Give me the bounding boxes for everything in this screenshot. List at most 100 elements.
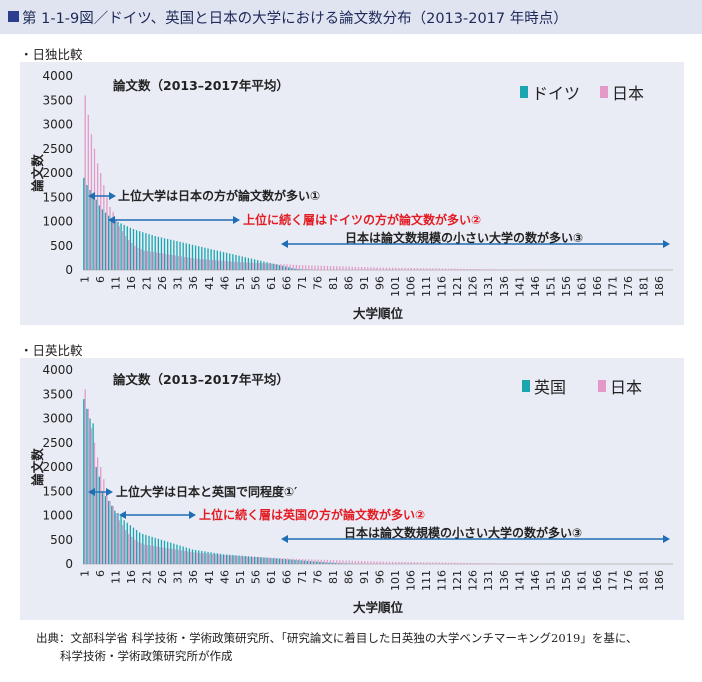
legend-swatch-japan: [598, 380, 606, 392]
x-tick-label: 171: [606, 570, 619, 591]
bar-japan: [488, 563, 490, 564]
bar-germany: [204, 247, 206, 270]
bar-japan: [134, 245, 136, 270]
bar-germany: [185, 243, 187, 270]
x-tick-label: 86: [343, 276, 356, 290]
x-tick-label: 1: [79, 276, 92, 283]
bar-japan: [214, 260, 217, 270]
bar-japan: [373, 561, 375, 564]
bar-japan: [457, 562, 459, 564]
arrowhead-left: [281, 535, 288, 543]
bar-germany: [179, 241, 181, 270]
bar-japan: [311, 265, 313, 270]
x-tick-label: 161: [575, 570, 588, 591]
x-tick-label: 56: [249, 276, 262, 290]
bar-japan: [84, 95, 86, 271]
bar-japan: [246, 262, 248, 270]
bar-japan: [500, 269, 502, 270]
x-tick-label: 96: [374, 276, 387, 290]
bar-japan: [177, 549, 180, 564]
bar-japan: [482, 269, 484, 270]
bar-japan: [196, 258, 198, 270]
x-tick-label: 41: [203, 276, 216, 290]
bar-uk: [210, 552, 212, 564]
x-tick-label: 26: [156, 570, 169, 584]
x-tick-label: 16: [125, 276, 138, 290]
bar-japan: [432, 268, 434, 270]
bar-uk: [166, 541, 169, 564]
bar-japan: [146, 251, 148, 270]
bar-japan: [345, 560, 347, 564]
bar-japan: [497, 269, 499, 270]
bar-germany: [260, 260, 262, 270]
bar-japan: [447, 268, 450, 270]
bar-japan: [249, 556, 251, 564]
bar-germany: [278, 265, 281, 270]
bar-japan: [379, 267, 381, 270]
bar-japan: [267, 263, 270, 270]
y-tick-label: 1500: [42, 484, 73, 498]
arrowhead-right: [233, 216, 240, 224]
bar-uk: [250, 556, 253, 564]
bar-japan: [395, 267, 397, 270]
bar-japan: [227, 555, 229, 564]
bar-uk: [132, 527, 135, 564]
x-tick-label: 6: [94, 570, 107, 577]
bar-uk: [107, 500, 110, 564]
bar-germany: [139, 231, 141, 270]
x-tick-label: 176: [622, 276, 635, 297]
bar-japan: [258, 263, 260, 270]
bar-japan: [326, 559, 329, 564]
bar-uk: [343, 563, 346, 564]
bar-japan: [106, 491, 108, 564]
bar-japan: [364, 267, 366, 270]
bar-germany: [163, 238, 166, 270]
bar-germany: [244, 257, 246, 270]
x-tick-label: 6: [94, 276, 107, 283]
arrowhead-left: [88, 192, 95, 200]
bar-uk: [182, 546, 184, 564]
bar-germany: [194, 245, 197, 270]
panel-background-germany: [20, 62, 684, 325]
bar-japan: [491, 563, 493, 564]
bar-japan: [444, 562, 447, 564]
bar-uk: [204, 551, 206, 564]
bar-japan: [485, 269, 487, 270]
x-tick-label: 146: [529, 276, 542, 297]
bar-japan: [370, 267, 372, 270]
bar-japan: [149, 251, 152, 270]
bar-japan: [478, 269, 481, 270]
bar-japan: [230, 555, 232, 564]
bar-uk: [201, 550, 203, 564]
panel-label-germany: ・日独比較: [20, 47, 83, 62]
bar-japan: [84, 389, 86, 564]
bar-germany: [176, 241, 178, 270]
bar-japan: [301, 559, 304, 564]
bar-japan: [385, 561, 388, 564]
bar-japan: [255, 556, 257, 564]
bar-germany: [126, 226, 128, 270]
bar-germany: [117, 221, 119, 270]
bar-japan: [134, 539, 136, 564]
x-tick-label: 151: [544, 276, 557, 297]
bar-germany: [247, 257, 250, 270]
bar-japan: [407, 562, 409, 564]
bar-germany: [253, 259, 256, 270]
bar-japan: [193, 258, 195, 270]
bar-germany: [207, 248, 209, 270]
x-tick-label: 166: [591, 276, 604, 297]
y-tick-label: 3000: [42, 118, 73, 132]
bar-uk: [306, 560, 309, 564]
bar-japan: [348, 560, 350, 564]
bar-germany: [241, 256, 243, 270]
bar-uk: [288, 559, 290, 564]
bar-japan: [143, 250, 145, 270]
bar-japan: [457, 268, 459, 270]
bar-germany: [266, 262, 268, 270]
bar-japan: [388, 561, 391, 564]
x-tick-label: 56: [249, 570, 262, 584]
bar-japan: [180, 550, 183, 564]
y-tick-label: 2000: [42, 460, 73, 474]
annotation-text: 日本は論文数規模の小さい大学の数が多い③: [344, 525, 582, 540]
bar-germany: [166, 238, 169, 270]
